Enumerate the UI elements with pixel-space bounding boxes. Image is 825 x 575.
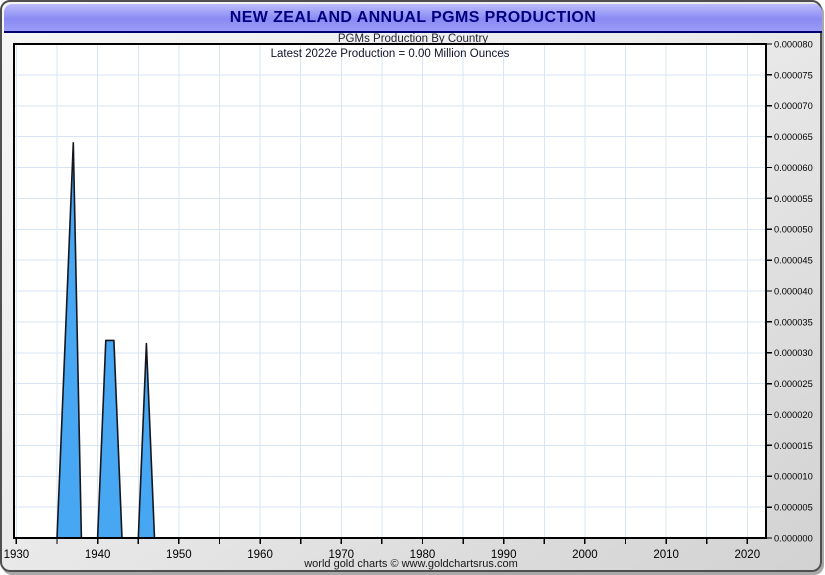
chart-subtitle: PGMs Production By Country — [337, 33, 489, 45]
y-tick-label: 0.000075 — [774, 70, 813, 80]
footer-credit: world gold charts © www.goldchartsrus.co… — [304, 558, 518, 570]
y-tick-label: 0.000015 — [774, 441, 813, 451]
y-tick-label: 0.000040 — [774, 286, 813, 296]
page-title: NEW ZEALAND ANNUAL PGMS PRODUCTION — [229, 8, 597, 26]
y-tick-label: 0.000005 — [774, 503, 813, 513]
y-tick-label: 0.000025 — [774, 379, 813, 389]
x-tick-label: 2000 — [572, 549, 598, 561]
x-tick-label: 1940 — [85, 549, 111, 561]
y-tick-label: 0.000020 — [774, 410, 813, 420]
y-tick-label: 0.000070 — [774, 101, 813, 111]
y-tick-label: 0.000065 — [774, 132, 813, 142]
y-tick-label: 0.000045 — [774, 256, 813, 266]
x-tick-label: 1970 — [328, 549, 354, 561]
y-tick-label: 0.000000 — [774, 533, 813, 543]
y-tick-label: 0.000030 — [774, 348, 813, 358]
title-bar: NEW ZEALAND ANNUAL PGMS PRODUCTION — [4, 4, 822, 33]
gridlines — [15, 45, 765, 537]
x-tick-label: 1930 — [4, 549, 30, 561]
x-tick-label: 2020 — [735, 549, 761, 561]
x-tick-label: 1950 — [166, 549, 192, 561]
x-tick-label: 2010 — [653, 549, 679, 561]
latest-production-annotation: Latest 2022e Production = 0.00 Million O… — [270, 48, 510, 60]
y-axis: 0.000000 0.000005 0.000010 0.000015 0.000020… — [767, 39, 813, 543]
y-tick-label: 0.000080 — [774, 39, 813, 49]
x-axis: 1930 1940 1950 1960 1970 1980 1990 2000 2010 2020 — [4, 539, 760, 561]
y-tick-label: 0.000060 — [774, 163, 813, 173]
y-tick-label: 0.000010 — [774, 472, 813, 482]
y-tick-label: 0.000050 — [774, 225, 813, 235]
x-tick-label: 1980 — [410, 549, 436, 561]
x-tick-label: 1990 — [491, 549, 517, 561]
x-tick-label: 1960 — [247, 549, 273, 561]
plot-border — [13, 43, 767, 539]
y-tick-label: 0.000055 — [774, 194, 813, 204]
y-tick-label: 0.000035 — [774, 317, 813, 327]
